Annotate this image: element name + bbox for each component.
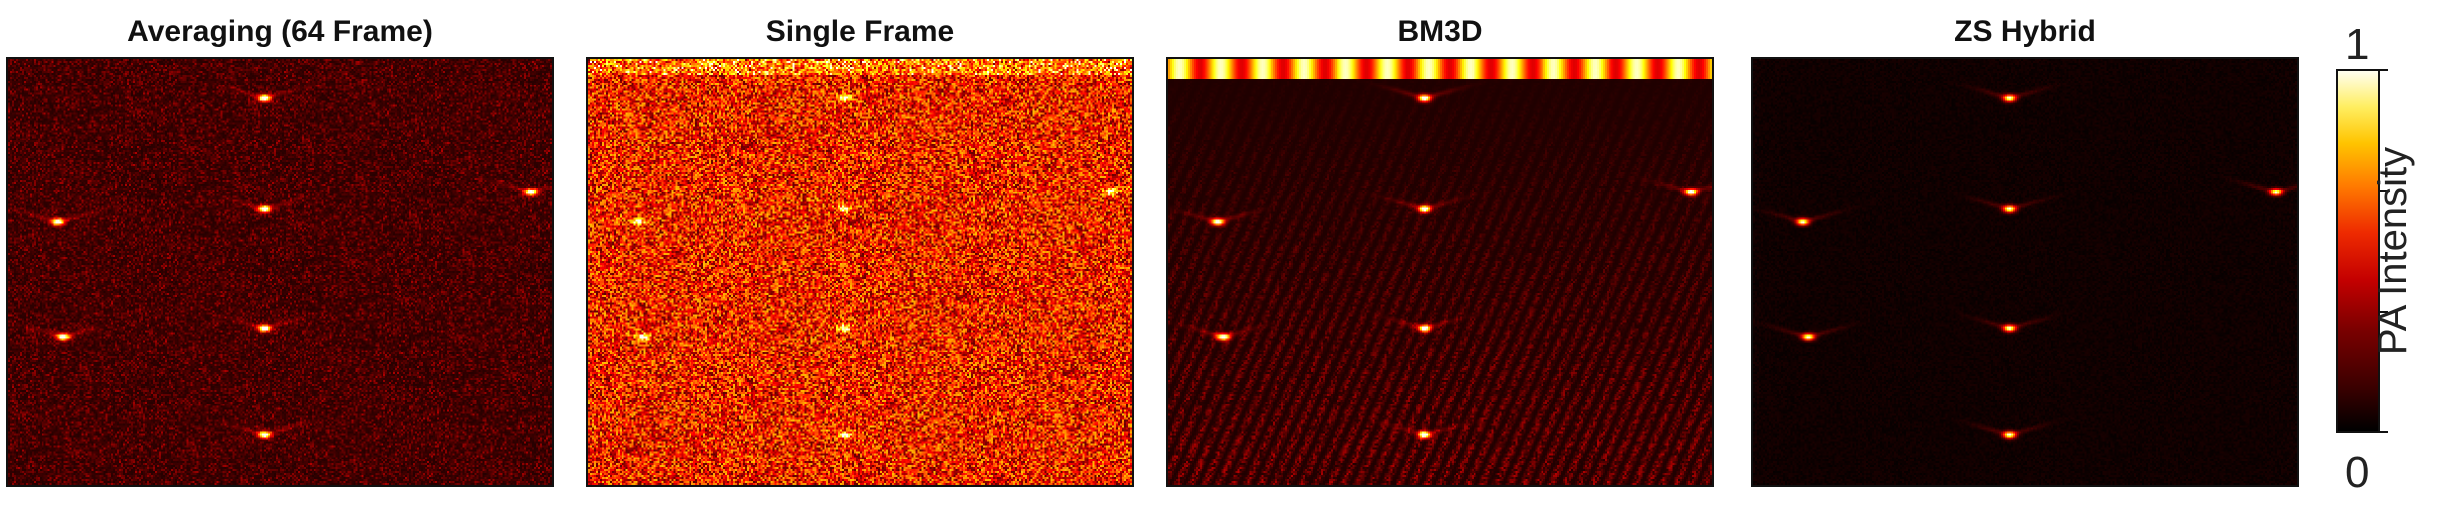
colorbar-tick [2380,311,2388,313]
colorbar-max-label: 1 [2345,20,2370,69]
image-panel-bm3d [1166,57,1714,487]
colorbar-tick [2380,69,2388,71]
colorbar-title: PA Intensity [2371,146,2415,356]
panel-title-single-frame: Single Frame [765,15,955,48]
pa-image-bm3d [1168,59,1712,485]
colorbar-tick [2380,190,2388,192]
pa-image-single-frame [588,59,1132,485]
colorbar-min-label: 0 [2345,448,2370,497]
image-panel-averaging [6,57,554,487]
panel-title-zs-hybrid: ZS Hybrid [1954,15,2096,48]
image-panel-zs-hybrid [1751,57,2299,487]
image-panel-single-frame [586,57,1134,487]
pa-image-averaging [8,59,552,485]
panel-title-averaging: Averaging (64 Frame) [127,15,433,48]
panel-title-bm3d: BM3D [1397,15,1483,48]
colorbar-tick [2380,431,2388,433]
colorbar [2336,69,2380,433]
pa-image-zs-hybrid [1753,59,2297,485]
